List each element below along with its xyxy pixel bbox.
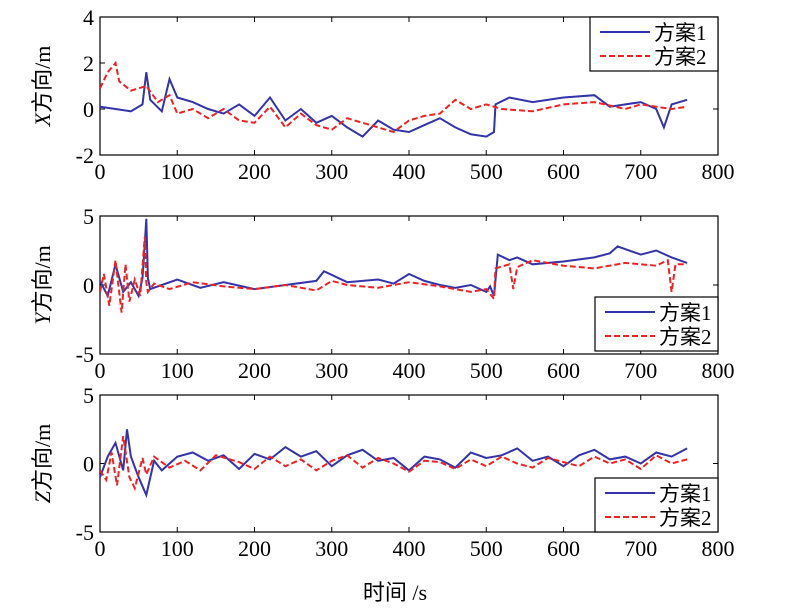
x-tick-label: 100 [161, 358, 194, 383]
x-tick-label: 200 [238, 536, 271, 561]
x-tick-label: 0 [95, 159, 106, 184]
x-tick-label: 0 [95, 358, 106, 383]
y-axis-label-rest: 方向/m [30, 424, 55, 491]
series-line-scheme2 [100, 236, 688, 313]
series-line-scheme1 [100, 429, 688, 499]
x-axis-label: 时间 /s [363, 580, 427, 605]
legend-label-scheme2: 方案2 [659, 506, 712, 530]
x-tick-label: 100 [161, 159, 194, 184]
x-tick-label: 200 [238, 159, 271, 184]
x-tick-label: 700 [624, 358, 657, 383]
x-tick-label: 800 [702, 159, 735, 184]
x-tick-label: 600 [547, 358, 580, 383]
y-tick-label: 0 [83, 452, 94, 477]
series-line-scheme1 [100, 72, 688, 138]
y-tick-label: 0 [83, 97, 94, 122]
legend-box [594, 296, 719, 352]
x-tick-label: 400 [393, 159, 426, 184]
legend-box [589, 16, 719, 72]
x-tick-label: 800 [702, 536, 735, 561]
y-tick-label: -2 [76, 143, 94, 168]
legend-label-scheme1: 方案1 [659, 301, 712, 325]
y-tick-label: 5 [83, 204, 94, 229]
y-tick-label: 4 [83, 5, 94, 30]
y-tick-label: 2 [83, 51, 94, 76]
x-tick-label: 300 [315, 536, 348, 561]
x-tick-label: 200 [238, 358, 271, 383]
x-tick-label: 600 [547, 159, 580, 184]
x-tick-label: 700 [624, 159, 657, 184]
legend-label-scheme2: 方案2 [654, 45, 707, 69]
legend-label-scheme2: 方案2 [659, 325, 712, 349]
y-axis-label: Z方向/m [30, 424, 55, 503]
y-axis-label: Y方向/m [30, 245, 55, 324]
x-tick-label: 300 [315, 159, 348, 184]
y-tick-label: -5 [76, 520, 94, 545]
x-tick-label: 800 [702, 358, 735, 383]
x-tick-label: 300 [315, 358, 348, 383]
y-axis-label-var: X [30, 111, 55, 127]
x-tick-label: 500 [470, 159, 503, 184]
x-tick-label: 0 [95, 536, 106, 561]
y-tick-label: 0 [83, 273, 94, 298]
x-tick-label: 700 [624, 536, 657, 561]
y-tick-label: 5 [83, 383, 94, 408]
x-tick-label: 500 [470, 358, 503, 383]
chart-panel-1: 0 100 200 300 400 500 600 700 800-2024X方向/m方案1方案… [30, 5, 735, 184]
y-axis-label-rest: 方向/m [30, 245, 55, 312]
x-tick-label: 600 [547, 536, 580, 561]
x-tick-label: 100 [161, 536, 194, 561]
legend-label-scheme1: 方案1 [654, 21, 707, 45]
y-axis-label-var: Z [30, 490, 55, 503]
y-axis-label: X方向/m [30, 46, 55, 128]
panels: 0 100 200 300 400 500 600 700 800-2024X方向/m方案1方案… [30, 5, 735, 561]
y-axis-label-rest: 方向/m [30, 46, 55, 113]
y-axis-label-var: Y [30, 310, 55, 325]
y-tick-label: -5 [76, 342, 94, 367]
legend-label-scheme1: 方案1 [659, 482, 712, 506]
legend-box [594, 477, 719, 533]
x-tick-label: 500 [470, 536, 503, 561]
x-tick-label: 400 [393, 536, 426, 561]
series-line-scheme2 [100, 435, 688, 492]
x-tick-label: 400 [393, 358, 426, 383]
series-line-scheme2 [100, 60, 688, 134]
